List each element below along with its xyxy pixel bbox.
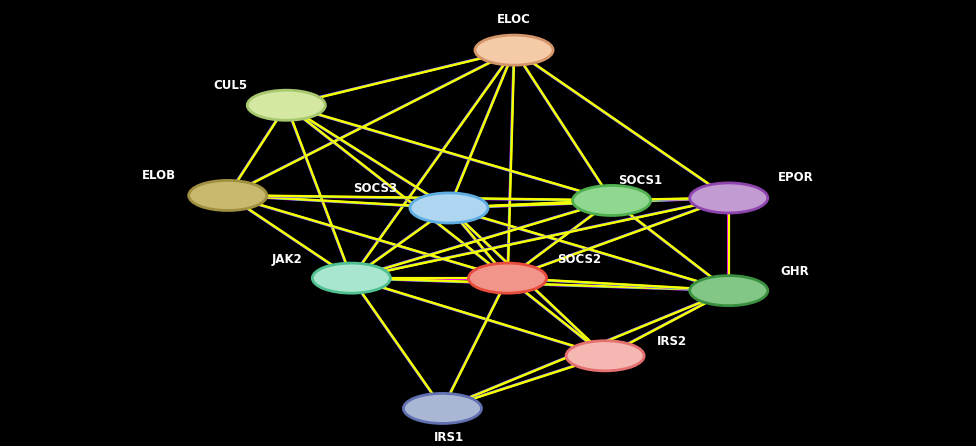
Circle shape [690,183,768,213]
Circle shape [566,341,644,371]
Circle shape [312,263,390,293]
Text: SOCS2: SOCS2 [557,252,601,265]
Circle shape [690,276,768,306]
Circle shape [403,393,481,423]
Text: CUL5: CUL5 [213,78,247,92]
Text: IRS2: IRS2 [657,335,687,348]
Circle shape [247,90,325,120]
Text: GHR: GHR [781,265,809,278]
Circle shape [188,180,266,211]
Text: ELOB: ELOB [142,169,176,182]
Text: ELOC: ELOC [497,13,531,26]
Circle shape [468,263,547,293]
Text: EPOR: EPOR [778,171,814,184]
Text: JAK2: JAK2 [271,252,302,265]
Circle shape [410,193,488,223]
Text: SOCS1: SOCS1 [618,174,663,187]
Text: SOCS3: SOCS3 [352,182,397,195]
Circle shape [573,186,651,215]
Text: IRS1: IRS1 [434,431,464,444]
Circle shape [475,35,553,65]
